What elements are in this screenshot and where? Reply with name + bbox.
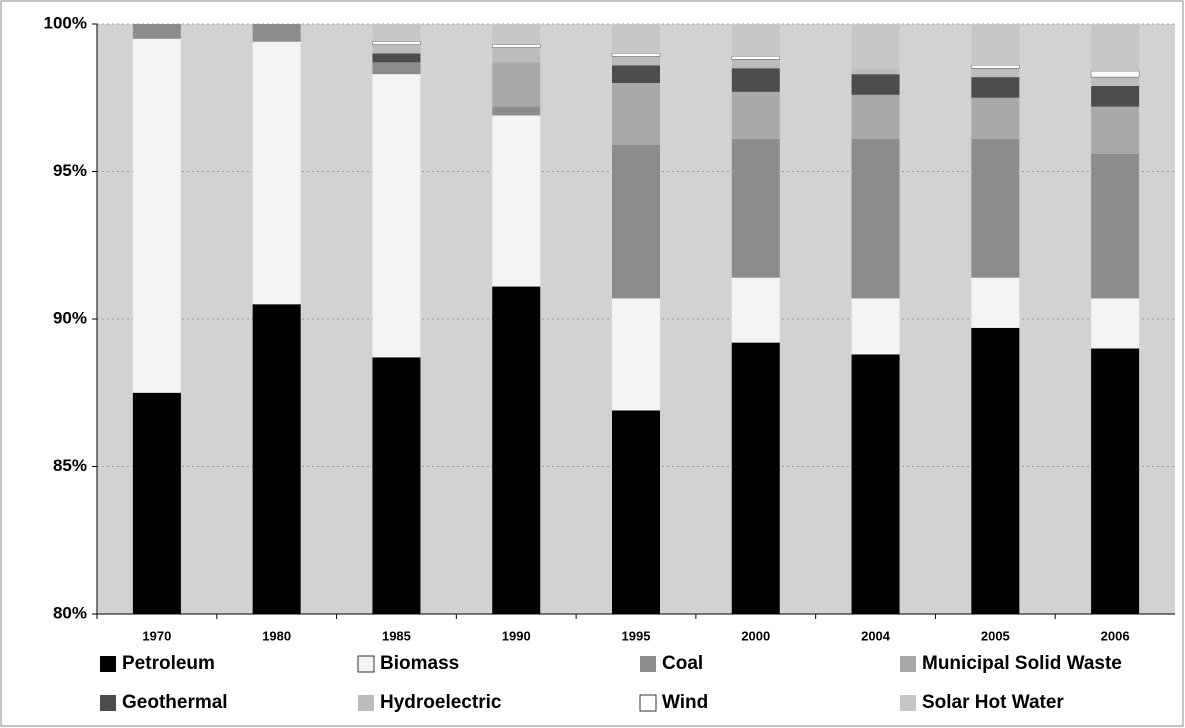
bar-segment	[1090, 70, 1140, 78]
bar-segment	[731, 342, 780, 614]
legend-swatch	[640, 656, 656, 672]
bar-segment	[971, 68, 1020, 78]
bar-segment	[1091, 348, 1140, 614]
bar-segment	[1091, 298, 1140, 349]
legend-label: Geothermal	[122, 692, 228, 713]
bar-segment	[851, 68, 900, 75]
bar-segment	[492, 47, 541, 63]
bar-segment	[971, 97, 1020, 140]
bar-segment	[971, 65, 1020, 69]
bar-segment	[971, 24, 1020, 66]
y-tick-label: 100%	[44, 13, 87, 32]
bar-segment	[731, 91, 780, 140]
bar-segment	[372, 24, 421, 42]
bar-segment	[1091, 77, 1140, 86]
legend-swatch	[900, 695, 916, 711]
bar-segment	[731, 139, 780, 278]
bar-segment	[851, 94, 900, 140]
legend-label: Biomass	[380, 653, 459, 674]
x-tick-label: 1985	[382, 628, 411, 643]
bar-segment	[731, 24, 780, 57]
bar-segment	[132, 392, 181, 614]
x-tick-label: 2004	[861, 628, 891, 643]
legend-label: Hydroelectric	[380, 692, 502, 713]
legend-swatch	[358, 695, 374, 711]
bar-segment	[372, 62, 421, 75]
bar-segment	[372, 74, 421, 358]
x-tick-label: 2000	[741, 628, 770, 643]
bar-segment	[731, 59, 780, 69]
bar-segment	[851, 24, 900, 69]
bar-segment	[851, 354, 900, 614]
bar-segment	[372, 357, 421, 614]
x-tick-label: 1970	[142, 628, 171, 643]
legend-swatch	[100, 656, 116, 672]
legend-label: Petroleum	[122, 653, 215, 674]
bar-segment	[252, 41, 301, 305]
bar-segment	[851, 298, 900, 355]
bar-segment	[372, 44, 421, 54]
legend-label: Coal	[662, 653, 703, 674]
bar-segment	[252, 24, 301, 42]
bar-segment	[1091, 106, 1140, 154]
x-tick-label: 2005	[981, 628, 1010, 643]
bar-segment	[372, 53, 421, 63]
bar-segment	[1091, 85, 1140, 107]
bar-segment	[612, 83, 660, 145]
legend-swatch	[100, 695, 116, 711]
bar-segment	[731, 68, 780, 92]
legend-label: Solar Hot Water	[922, 692, 1064, 713]
bar-segment	[372, 41, 421, 45]
bar-segment	[492, 106, 541, 116]
x-tick-label: 1990	[502, 628, 531, 643]
legend-swatch	[639, 694, 657, 712]
bar-segment	[252, 304, 301, 614]
bar-segment	[492, 24, 541, 45]
bar-segment	[731, 277, 780, 343]
bar-segment	[731, 56, 781, 60]
bar-segment	[492, 62, 541, 107]
bar-segment	[612, 298, 660, 411]
bar-segment	[612, 65, 660, 83]
y-tick-label: 95%	[53, 161, 87, 180]
y-tick-label: 80%	[53, 603, 87, 622]
legend-label: Municipal Solid Waste	[922, 653, 1122, 674]
bar-segment	[612, 24, 660, 54]
bar-segment	[611, 53, 661, 57]
bar-segment	[132, 24, 181, 39]
bar-segment	[132, 38, 181, 393]
legend-swatch	[900, 656, 916, 672]
y-tick-label: 90%	[53, 308, 87, 327]
bar-segment	[971, 277, 1020, 328]
legend-swatch	[357, 655, 375, 673]
bar-segment	[971, 327, 1020, 614]
bar-segment	[492, 286, 541, 614]
bar-segment	[851, 74, 900, 95]
bars	[132, 24, 1140, 614]
bar-segment	[971, 139, 1020, 278]
bar-segment	[851, 139, 900, 299]
bar-segment	[492, 115, 541, 287]
x-tick-label: 2006	[1101, 628, 1130, 643]
bar-segment	[612, 144, 660, 299]
x-tick-label: 1980	[262, 628, 291, 643]
bar-segment	[1091, 153, 1140, 299]
axes: 80% 85% 90% 95% 100% 1970 1980 1985 1990 1995 2000…	[44, 13, 1175, 643]
y-tick-label: 85%	[53, 456, 87, 475]
bar-segment	[612, 410, 660, 614]
bar-segment	[971, 77, 1020, 98]
bar-segment	[491, 44, 541, 48]
legend-label: Wind	[662, 692, 708, 713]
x-tick-label: 1995	[622, 628, 651, 643]
bar-segment	[1091, 24, 1140, 72]
bar-segment	[612, 56, 660, 66]
